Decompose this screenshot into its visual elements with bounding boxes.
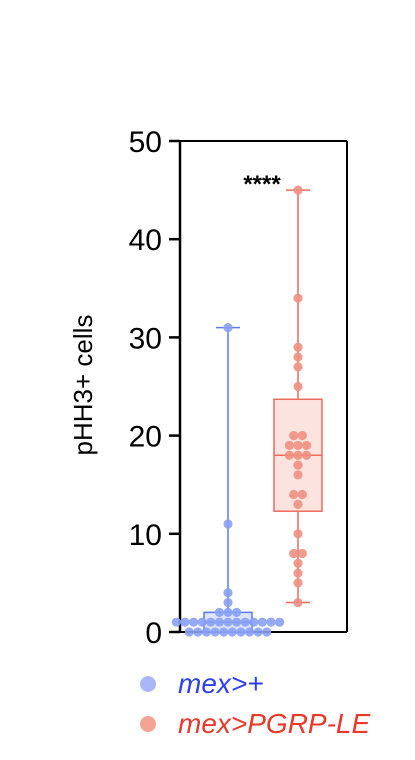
data-point bbox=[289, 548, 299, 559]
data-point bbox=[223, 607, 233, 617]
data-point bbox=[293, 450, 303, 460]
data-point bbox=[180, 617, 190, 627]
y-tick-label: 30 bbox=[129, 322, 162, 355]
data-point bbox=[244, 627, 255, 637]
data-point bbox=[223, 519, 233, 529]
significance-annotation: **** bbox=[243, 171, 281, 198]
data-point bbox=[214, 607, 224, 617]
data-point bbox=[293, 597, 303, 608]
data-point bbox=[284, 440, 294, 451]
data-point bbox=[293, 362, 303, 372]
legend-marker-icon bbox=[140, 716, 156, 732]
data-point bbox=[293, 558, 303, 568]
data-point bbox=[266, 617, 276, 627]
data-point bbox=[171, 617, 181, 627]
data-point bbox=[293, 185, 303, 195]
data-point bbox=[257, 617, 267, 627]
data-point bbox=[193, 627, 203, 637]
data-point bbox=[223, 588, 233, 598]
y-tick-label: 40 bbox=[129, 224, 162, 257]
data-point bbox=[223, 322, 233, 333]
data-point bbox=[210, 627, 220, 637]
data-point bbox=[214, 617, 224, 627]
data-point bbox=[293, 499, 303, 509]
box-group bbox=[203, 189, 323, 633]
data-point bbox=[293, 352, 303, 362]
data-point bbox=[293, 440, 303, 451]
data-point bbox=[201, 627, 212, 637]
data-point bbox=[223, 597, 233, 608]
data-point bbox=[293, 293, 303, 303]
data-points bbox=[171, 185, 312, 637]
data-point bbox=[249, 617, 259, 627]
data-point bbox=[232, 617, 242, 627]
data-point bbox=[275, 617, 285, 627]
data-point bbox=[293, 460, 303, 470]
plot-frame bbox=[180, 140, 348, 633]
data-point bbox=[293, 568, 303, 578]
data-point bbox=[227, 627, 237, 637]
y-axis-label: pHH3+ cells bbox=[68, 315, 98, 456]
data-point bbox=[293, 578, 303, 588]
legend-label: mex>PGRP-LE bbox=[178, 708, 371, 739]
data-point bbox=[302, 450, 312, 460]
data-point bbox=[293, 529, 303, 539]
y-tick-label: 10 bbox=[129, 519, 162, 552]
data-point bbox=[284, 450, 294, 460]
data-point bbox=[293, 381, 303, 392]
data-point bbox=[293, 470, 303, 480]
data-point bbox=[289, 431, 299, 441]
data-point bbox=[297, 548, 307, 559]
data-point bbox=[297, 489, 307, 500]
data-point bbox=[297, 431, 307, 441]
legend-item-mex-plus: mex>+ bbox=[140, 664, 370, 704]
data-point bbox=[293, 342, 303, 352]
y-tick-label: 50 bbox=[129, 126, 162, 159]
legend: mex>+ mex>PGRP-LE bbox=[140, 664, 370, 744]
data-point bbox=[236, 627, 246, 637]
y-tick-label: 20 bbox=[129, 421, 162, 454]
legend-item-mex-pgrp-le: mex>PGRP-LE bbox=[140, 704, 370, 744]
legend-marker-icon bbox=[140, 676, 156, 692]
data-point bbox=[289, 489, 299, 500]
data-point bbox=[240, 617, 250, 627]
data-point bbox=[302, 440, 312, 451]
data-point bbox=[223, 617, 233, 627]
legend-label: mex>+ bbox=[178, 668, 264, 699]
data-point bbox=[232, 607, 242, 617]
data-point bbox=[189, 617, 199, 627]
data-point bbox=[184, 627, 194, 637]
data-point bbox=[253, 627, 263, 637]
y-tick-label: 0 bbox=[145, 617, 162, 650]
data-point bbox=[219, 627, 229, 637]
data-point bbox=[197, 617, 207, 627]
data-point bbox=[206, 617, 216, 627]
y-axis: 0 10 20 30 40 50 bbox=[129, 126, 182, 650]
data-point bbox=[262, 627, 272, 637]
